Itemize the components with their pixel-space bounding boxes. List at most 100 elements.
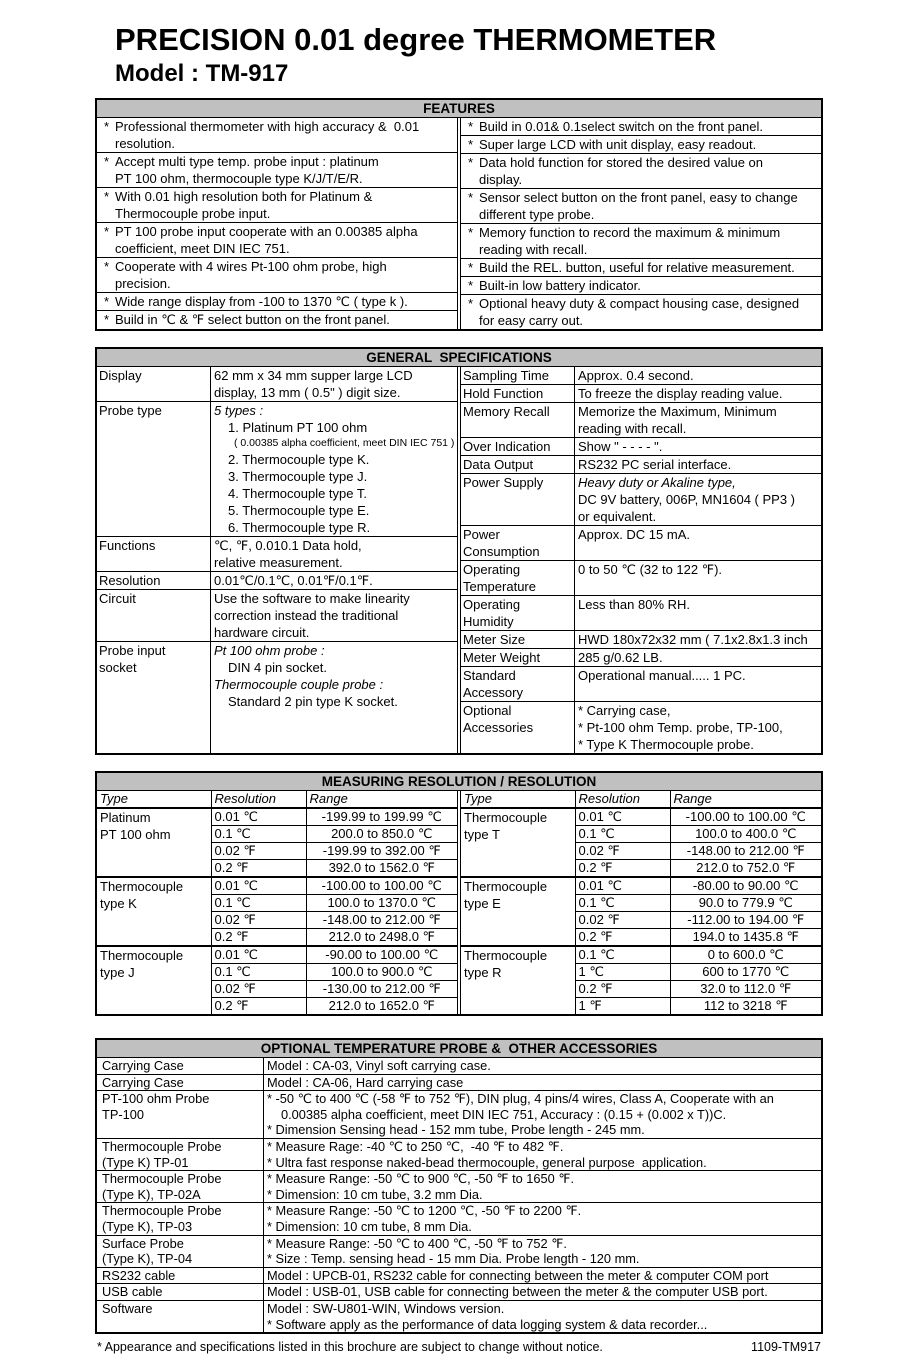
features-columns: * Professional thermometer with high accu… <box>97 118 821 329</box>
column-header-row: Type Resolution Range <box>97 791 457 808</box>
feature-item: * Super large LCD with unit display, easy… <box>461 136 821 154</box>
feature-item: * Build in 0.01& 0.1select switch on the … <box>461 118 821 136</box>
accessory-row: Thermocouple Probe (Type K), TP-02A * Meas… <box>97 1171 821 1204</box>
text-line: Circuit <box>99 591 136 606</box>
bullet-asterisk: * <box>467 190 474 205</box>
text-line: or equivalent. <box>578 509 657 524</box>
range-cell: 392.0 to 1562.0 ℉ <box>306 859 457 877</box>
feature-text: Sensor select button on the front panel,… <box>479 189 820 223</box>
table-row: 1 ℃ 600 to 1770 ℃ <box>461 963 821 981</box>
spec-value: Show " - - - - ". <box>575 438 821 455</box>
type-cell: Thermocouple type J <box>97 945 212 1014</box>
text-line: Sensor select button on the front panel,… <box>479 190 798 205</box>
accessory-label: PT-100 ohm Probe TP-100 <box>97 1091 264 1138</box>
text-line: TP-100 <box>102 1106 144 1122</box>
spec-value: Operational manual..... 1 PC. <box>575 667 821 701</box>
range-cell: -148.00 to 212.00 ℉ <box>306 911 457 929</box>
text-line: type E <box>464 896 501 911</box>
text-line: * Dimension: 10 cm tube, 3.2 mm Dia. <box>267 1186 483 1202</box>
spec-value: Approx. 0.4 second. <box>575 367 821 384</box>
text-line: Meter Size <box>463 632 526 647</box>
text-line: DC 9V battery, 006P, MN1604 ( PP3 ) <box>578 492 796 507</box>
page-footer: * Appearance and specifications listed i… <box>95 1339 823 1355</box>
text-line: RS232 PC serial interface. <box>578 457 732 472</box>
accessory-row: Thermocouple Probe (Type K), TP-03 * Measu… <box>97 1203 821 1236</box>
text-line: Accept multi type temp. probe input : pl… <box>115 154 379 169</box>
text-line: ( 0.00385 alpha coefficient, meet DIN IE… <box>234 437 455 449</box>
resolution-cell: 0.2 ℉ <box>575 980 671 998</box>
text-line: PT-100 ohm Probe <box>102 1091 210 1107</box>
column-header: Range <box>673 791 712 806</box>
resolution-cell: 0.1 ℃ <box>211 894 307 912</box>
text-line: relative measurement. <box>214 555 343 570</box>
table-row: 0.02 ℉ -130.00 to 212.00 ℉ <box>97 980 457 998</box>
text-line: Thermocouple <box>464 879 548 894</box>
table-row: 1 ℉ 112 to 3218 ℉ <box>461 997 821 1014</box>
accessory-value: * Measure Range: -50 ℃ to 1200 ℃, -50 ℉ … <box>264 1203 821 1234</box>
text-line: Less than 80% RH. <box>578 597 691 612</box>
text-line: Thermocouple Probe <box>102 1203 222 1219</box>
accessory-value: Model : CA-06, Hard carrying case <box>264 1075 821 1091</box>
text-line: Software <box>102 1300 153 1316</box>
text-line: Accessory <box>463 685 523 700</box>
resolution-cell: 0.01 ℃ <box>211 876 307 895</box>
features-column-right: * Build in 0.01& 0.1select switch on the … <box>460 118 821 329</box>
accessory-label: Thermocouple Probe (Type K) TP-01 <box>97 1138 264 1171</box>
range-cell: 100.0 to 400.0 ℃ <box>670 825 821 843</box>
text-line: correction instead the traditional <box>214 608 399 623</box>
spec-label: Operating Temperature <box>461 561 575 595</box>
text-line: Thermocouple couple probe : <box>214 677 384 692</box>
text-line: Super large LCD with unit display, easy … <box>479 137 757 152</box>
spec-row: Optional Accessories * Carrying case, * Pt-… <box>461 702 821 753</box>
text-line: * -50 ℃ to 400 ℃ (-58 ℉ to 752 ℉), DIN p… <box>267 1091 774 1107</box>
accessory-label: Surface Probe (Type K), TP-04 <box>97 1235 264 1267</box>
text-line: Operating <box>463 562 521 577</box>
type-cell: Thermocouple type R <box>461 945 576 1014</box>
text-line: Pt 100 ohm probe : <box>214 643 325 658</box>
feature-text: Build the REL. button, useful for relati… <box>479 259 820 276</box>
spec-value: Heavy duty or Akaline type, DC 9V battery… <box>575 474 821 525</box>
spec-label: Memory Recall <box>461 403 575 437</box>
range-cell: -90.00 to 100.00 ℃ <box>306 945 457 964</box>
text-line: different type probe. <box>479 207 595 222</box>
text-line: Accessories <box>463 720 534 735</box>
feature-text: Built-in low battery indicator. <box>479 277 820 294</box>
text-line: 1. Platinum PT 100 ohm <box>228 420 368 435</box>
text-line: Humidity <box>463 614 514 629</box>
measuring-resolution-column-left: Type Resolution Range Platinum PT 100 ohm 0.0… <box>97 791 458 1014</box>
spec-row: Over Indication Show " - - - - ". <box>461 438 821 456</box>
general-specifications-header: GENERAL SPECIFICATIONS <box>97 349 821 367</box>
bullet-asterisk: * <box>467 278 474 293</box>
text-line: * Size : Temp. sensing head - 15 mm Dia.… <box>267 1251 640 1267</box>
spec-label: Power Consumption <box>461 526 575 560</box>
text-line: * Measure Rage: -40 ℃ to 250 ℃, -40 ℉ to… <box>267 1138 564 1154</box>
optional-accessories-header: OPTIONAL TEMPERATURE PROBE & OTHER ACCES… <box>97 1040 821 1058</box>
text-line: (Type K), TP-03 <box>102 1218 193 1234</box>
text-line: DIN 4 pin socket. <box>228 660 327 675</box>
spec-value: 5 types : 1. Platinum PT 100 ohm ( 0.00385… <box>211 402 457 536</box>
text-line: Operational manual..... 1 PC. <box>578 668 746 683</box>
spec-label: Operating Humidity <box>461 596 575 630</box>
range-cell: 32.0 to 112.0 ℉ <box>670 980 821 998</box>
range-cell: 100.0 to 1370.0 ℃ <box>306 894 457 912</box>
feature-item: * PT 100 probe input cooperate with an 0.… <box>97 223 457 258</box>
feature-item: * Build the REL. button, useful for relat… <box>461 259 821 277</box>
resolution-cell: 0.01 ℃ <box>211 945 307 964</box>
page-title: PRECISION 0.01 degree THERMOMETER <box>115 22 717 57</box>
range-cell: 0 to 600.0 ℃ <box>670 945 821 964</box>
model-number: Model : TM-917 <box>115 60 289 87</box>
spec-sheet-page: PRECISION 0.01 degree THERMOMETER Model … <box>95 22 823 1354</box>
spec-row: Sampling Time Approx. 0.4 second. <box>461 367 821 385</box>
resolution-cell: 0.2 ℉ <box>575 928 671 946</box>
bullet-asterisk: * <box>467 296 474 311</box>
text-line: Optional heavy duty & compact housing ca… <box>479 296 800 311</box>
range-cell: -148.00 to 212.00 ℉ <box>670 842 821 860</box>
resolution-cell: 0.01 ℃ <box>575 807 671 826</box>
text-line: 2. Thermocouple type K. <box>228 452 370 467</box>
text-line: Use the software to make linearity <box>214 591 410 606</box>
text-line: Optional <box>463 703 512 718</box>
range-cell: 600 to 1770 ℃ <box>670 963 821 981</box>
accessory-row: Carrying Case Model : CA-06, Hard carryin… <box>97 1074 821 1092</box>
range-cell: 112 to 3218 ℉ <box>670 997 821 1014</box>
type-cell: Thermocouple type K <box>97 876 212 946</box>
